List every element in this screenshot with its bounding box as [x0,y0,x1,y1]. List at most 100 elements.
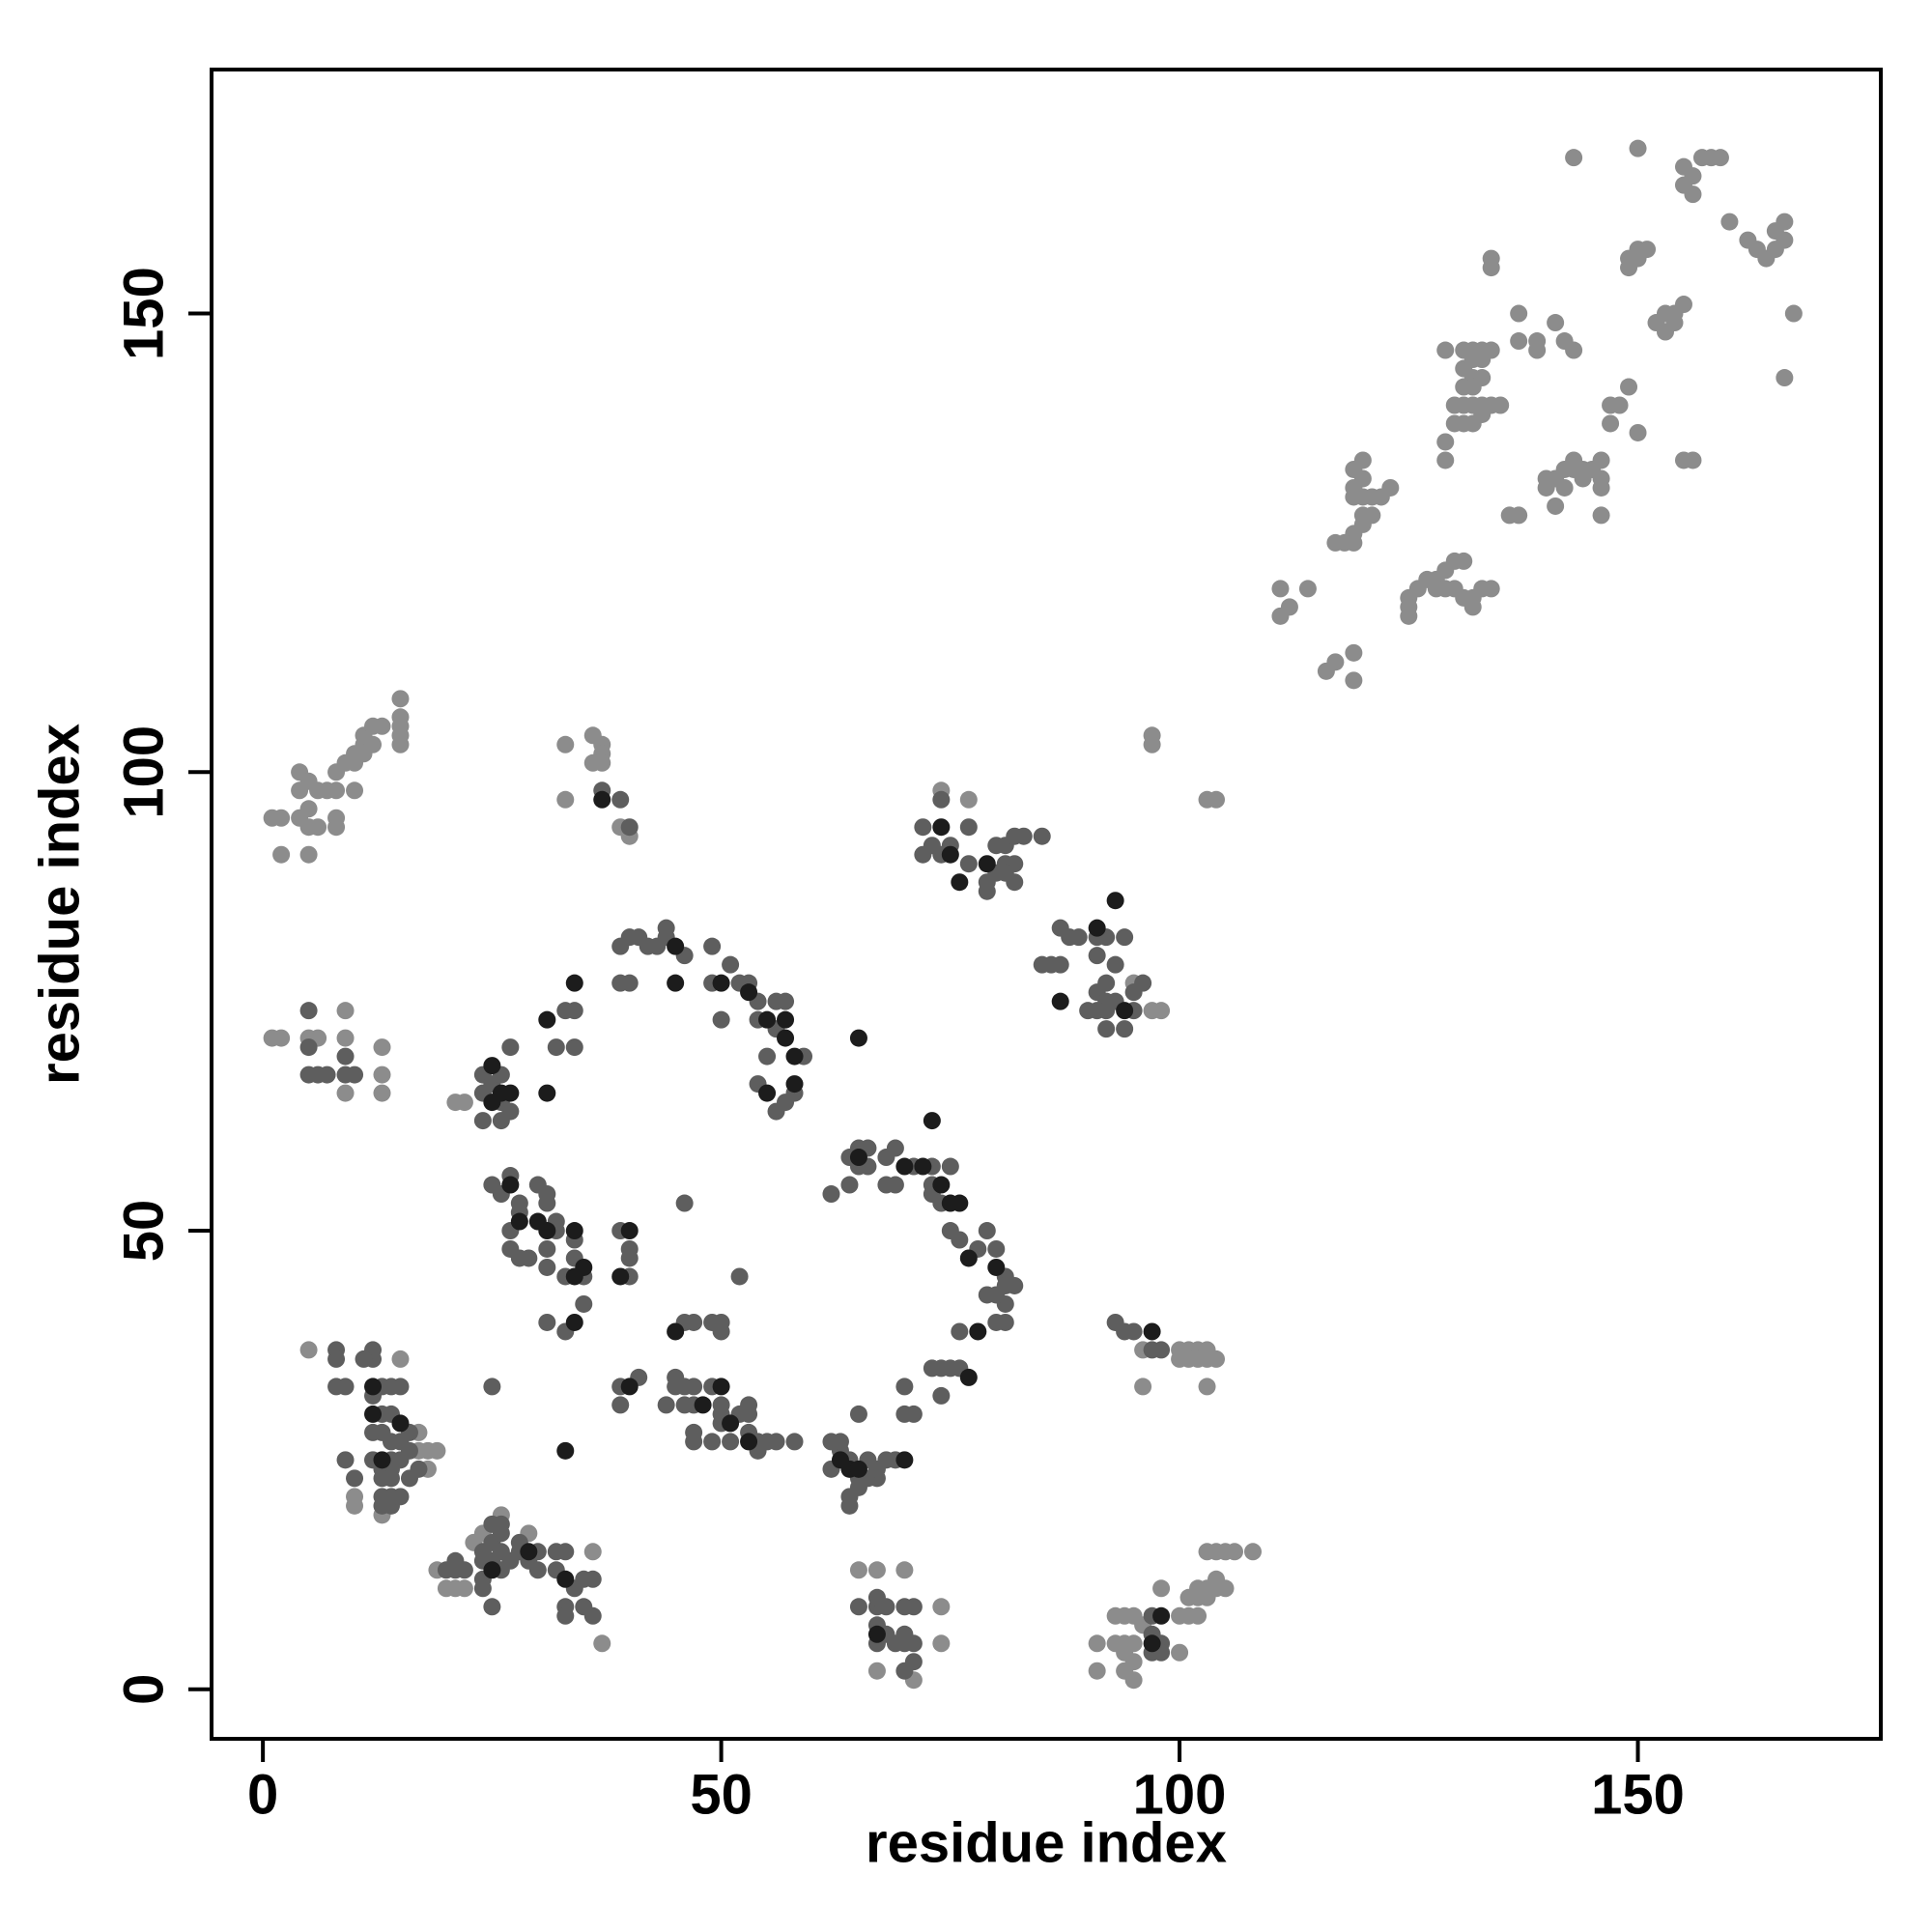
point [391,1414,410,1433]
point [547,1038,565,1057]
point [722,955,740,974]
point [1116,1662,1134,1680]
point [923,1359,941,1378]
point [446,1551,465,1570]
point [1629,423,1647,441]
point [520,1543,538,1561]
point [336,1451,355,1469]
point [538,1258,556,1276]
point [1143,735,1161,753]
point [849,1405,867,1423]
point [1436,451,1455,469]
point [373,1451,391,1469]
point [941,1157,959,1176]
point [318,1065,336,1084]
point [675,1194,694,1212]
x-tick-label: 0 [247,1763,278,1826]
point [556,1543,575,1561]
point [1436,433,1455,451]
point [1152,1341,1171,1359]
point [373,717,391,735]
point [538,1222,556,1240]
point [272,809,291,827]
x-tick-label: 100 [1133,1763,1227,1826]
point [1116,1020,1134,1038]
x-tick-label: 150 [1591,1763,1685,1826]
point [785,1047,804,1065]
point [538,1084,556,1102]
point [740,983,758,1002]
point [932,818,951,837]
point [785,1075,804,1094]
point [1776,369,1794,387]
point [932,1176,951,1194]
point [611,1267,630,1286]
point [1711,149,1729,167]
point [455,1579,473,1598]
point [1088,1662,1106,1680]
point [1271,607,1290,625]
point [978,855,996,873]
point [1684,185,1702,204]
point [373,1038,391,1057]
point [758,1010,777,1029]
point [528,1561,547,1579]
point [1547,497,1565,515]
point [1776,231,1794,249]
point [1134,1378,1152,1396]
point [1492,396,1510,414]
point [1088,919,1106,937]
point [1463,378,1482,396]
point [1208,790,1226,809]
point [685,1433,703,1451]
point [987,1239,1006,1258]
plot-area [263,139,1803,1690]
point [849,1460,867,1478]
y-tick-label: 100 [112,725,175,819]
point [391,1488,410,1506]
point [473,1112,492,1130]
point [620,1378,639,1396]
point [1079,1002,1097,1020]
point [364,1378,383,1396]
point [446,1094,465,1112]
point [1134,974,1152,992]
point [1674,296,1692,314]
point [1243,1543,1262,1561]
point [483,1561,501,1579]
point [1345,533,1363,552]
point [1106,955,1124,974]
point [1547,314,1565,332]
point [1427,580,1445,598]
point [951,1322,969,1341]
point [740,1396,758,1414]
point [556,1606,575,1625]
point [538,1185,556,1204]
point [1116,928,1134,947]
point [932,1634,951,1653]
point [849,1598,867,1616]
point [501,1084,520,1102]
point [867,1662,886,1680]
point [959,818,978,837]
point [1345,671,1363,690]
point [1455,552,1473,570]
point [923,837,941,855]
point [1473,351,1492,369]
point [703,1433,722,1451]
point [382,1469,400,1488]
point [1620,378,1638,396]
point [987,1313,1006,1331]
point [722,1414,740,1433]
point [1463,598,1482,616]
point [583,1606,602,1625]
point [1353,451,1372,469]
point [767,1433,785,1451]
point [336,1002,355,1020]
point [483,1378,501,1396]
point [1097,1020,1116,1038]
point [959,1368,978,1386]
point [777,1029,795,1047]
point [492,1112,510,1130]
